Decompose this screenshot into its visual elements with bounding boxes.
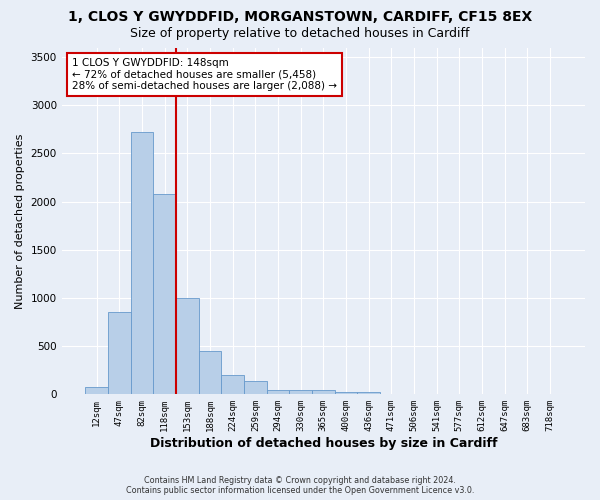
Bar — [108, 312, 131, 394]
Bar — [221, 375, 244, 394]
X-axis label: Distribution of detached houses by size in Cardiff: Distribution of detached houses by size … — [149, 437, 497, 450]
Bar — [289, 390, 312, 394]
Y-axis label: Number of detached properties: Number of detached properties — [15, 133, 25, 308]
Bar — [266, 390, 289, 394]
Text: 1 CLOS Y GWYDDFID: 148sqm
← 72% of detached houses are smaller (5,458)
28% of se: 1 CLOS Y GWYDDFID: 148sqm ← 72% of detac… — [72, 58, 337, 91]
Bar — [244, 382, 266, 394]
Bar — [154, 194, 176, 394]
Text: Contains HM Land Registry data © Crown copyright and database right 2024.
Contai: Contains HM Land Registry data © Crown c… — [126, 476, 474, 495]
Bar — [335, 392, 358, 394]
Bar — [131, 132, 154, 394]
Bar — [176, 298, 199, 394]
Bar — [199, 351, 221, 395]
Bar — [358, 392, 380, 394]
Bar — [85, 387, 108, 394]
Text: 1, CLOS Y GWYDDFID, MORGANSTOWN, CARDIFF, CF15 8EX: 1, CLOS Y GWYDDFID, MORGANSTOWN, CARDIFF… — [68, 10, 532, 24]
Bar — [312, 390, 335, 394]
Text: Size of property relative to detached houses in Cardiff: Size of property relative to detached ho… — [130, 28, 470, 40]
